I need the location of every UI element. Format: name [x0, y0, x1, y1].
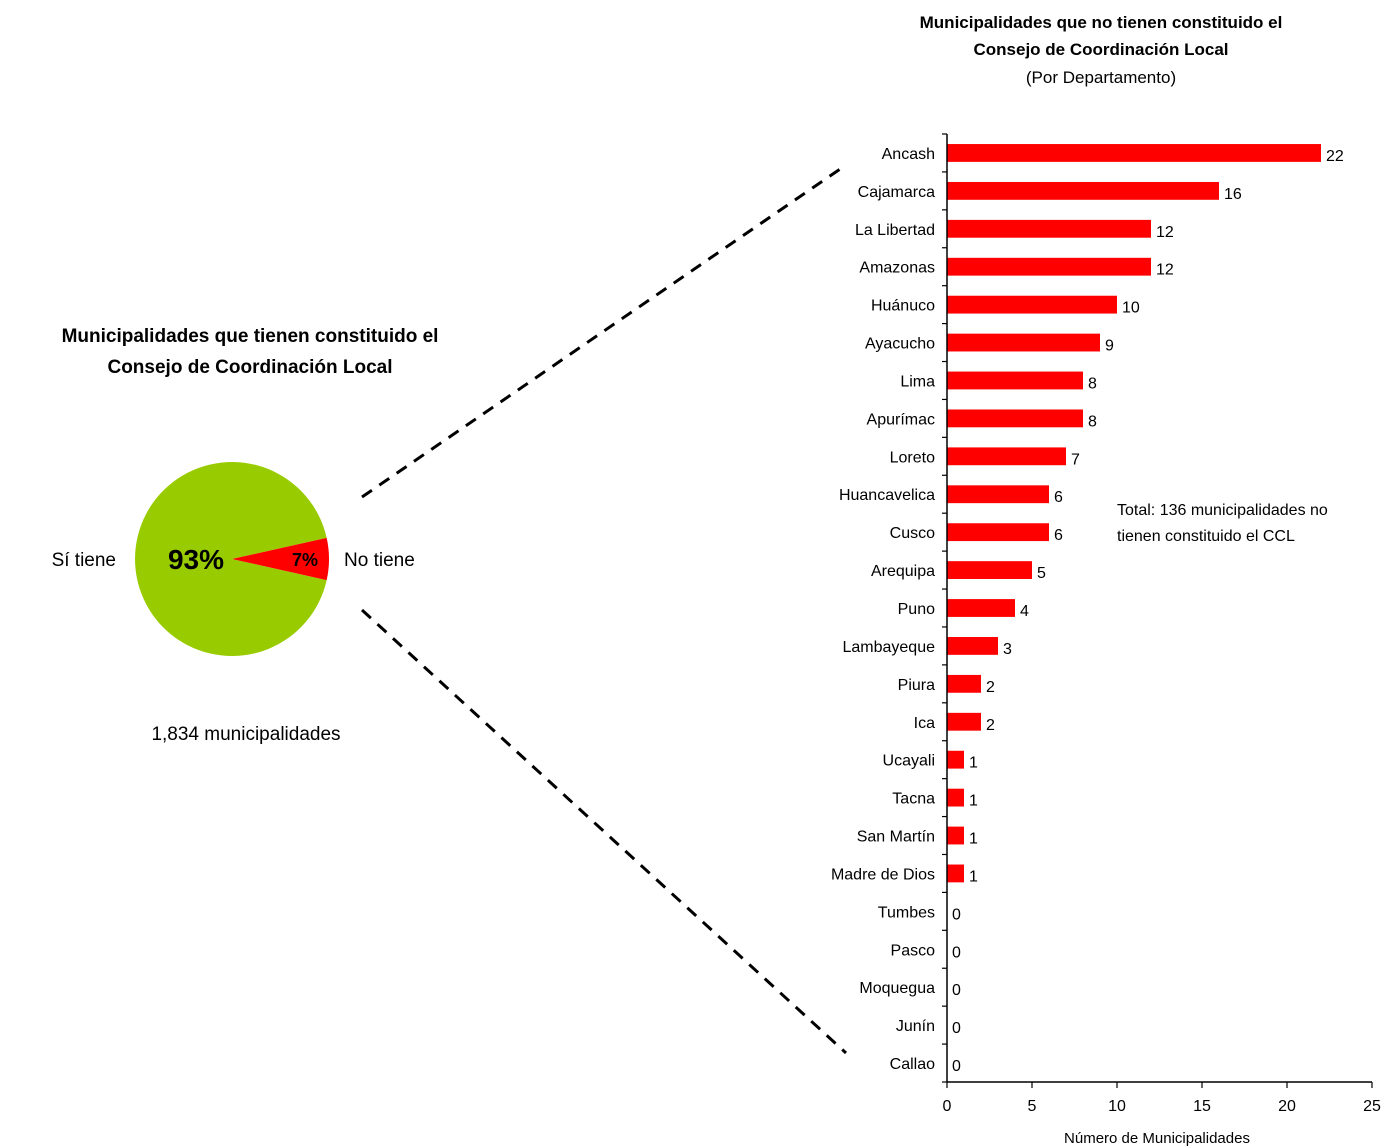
value-label-ancash: 22: [1326, 148, 1344, 165]
value-label-tumbes: 0: [952, 906, 961, 923]
category-label-huancavelica: Huancavelica: [839, 487, 935, 504]
bar-cajamarca: [947, 181, 1219, 200]
bar-title-line-2: Consejo de Coordinación Local: [973, 40, 1228, 59]
bar-amazonas: [947, 257, 1151, 276]
bar-loreto: [947, 447, 1066, 466]
pie-footer-note: 1,834 municipalidades: [151, 724, 340, 745]
value-label-huanuco: 10: [1122, 300, 1140, 317]
pie-chart: Municipalidades que tienen constituido e…: [52, 326, 439, 745]
value-label-callao: 0: [952, 1058, 961, 1075]
pie-category-label-no-tiene: No tiene: [344, 550, 415, 571]
pie-category-label-si-tiene: Sí tiene: [52, 550, 116, 571]
category-label-apurimac: Apurímac: [867, 411, 935, 428]
x-tick-label: 0: [943, 1098, 952, 1115]
category-label-tumbes: Tumbes: [878, 904, 935, 921]
value-label-junin: 0: [952, 1020, 961, 1037]
bar-ucayali: [947, 750, 964, 769]
bar-ancash: [947, 144, 1321, 162]
bar-san-martin: [947, 826, 964, 845]
bar-piura: [947, 674, 981, 693]
x-axis-title: Número de Municipalidades: [1064, 1130, 1250, 1147]
value-label-lima: 8: [1088, 375, 1097, 392]
value-label-ayacucho: 9: [1105, 338, 1114, 355]
x-tick-label: 25: [1363, 1098, 1381, 1115]
category-label-pasco: Pasco: [891, 942, 936, 959]
bar-ica: [947, 712, 981, 731]
value-label-apurimac: 8: [1088, 413, 1097, 430]
bar-huanuco: [947, 295, 1117, 314]
value-label-loreto: 7: [1071, 451, 1080, 468]
value-label-puno: 4: [1020, 603, 1029, 620]
value-label-cusco: 6: [1054, 527, 1063, 544]
pie-slice-no-tiene: [232, 537, 330, 581]
category-label-tacna: Tacna: [892, 791, 935, 808]
category-label-ayacucho: Ayacucho: [865, 336, 935, 353]
pie-title-line-2: Consejo de Coordinación Local: [107, 357, 392, 378]
value-label-arequipa: 5: [1037, 565, 1046, 582]
value-label-ucayali: 1: [969, 755, 978, 772]
value-label-tacna: 1: [969, 793, 978, 810]
pie-slice-si-tiene: [135, 462, 327, 656]
category-label-cajamarca: Cajamarca: [858, 184, 935, 201]
category-label-loreto: Loreto: [890, 449, 935, 466]
annotation-line-1: Total: 136 municipalidades no: [1117, 502, 1328, 519]
category-label-huanuco: Huánuco: [871, 298, 935, 315]
bar-cusco: [947, 523, 1049, 542]
bar-huancavelica: [947, 485, 1049, 504]
category-label-la-libertad: La Libertad: [855, 222, 935, 239]
x-tick-label: 5: [1028, 1098, 1037, 1115]
value-label-la-libertad: 12: [1156, 224, 1174, 241]
x-tick-label: 10: [1108, 1098, 1126, 1115]
x-tick-label: 20: [1278, 1098, 1296, 1115]
bar-subtitle: (Por Departamento): [1026, 68, 1176, 87]
bar-tacna: [947, 788, 964, 807]
category-label-ucayali: Ucayali: [883, 753, 935, 770]
category-label-puno: Puno: [898, 601, 935, 618]
category-label-cusco: Cusco: [890, 525, 935, 542]
category-label-lambayeque: Lambayeque: [842, 639, 935, 656]
bar-puno: [947, 599, 1015, 617]
category-label-piura: Piura: [898, 677, 935, 694]
pie-value-label-si-tiene: 93%: [168, 544, 224, 575]
bar-title-line-1: Municipalidades que no tienen constituid…: [920, 13, 1283, 32]
value-label-huancavelica: 6: [1054, 489, 1063, 506]
value-label-san-martin: 1: [969, 831, 978, 848]
annotation-line-2: tienen constituido el CCL: [1117, 528, 1295, 545]
bar-madre-de-dios: [947, 864, 964, 883]
value-label-piura: 2: [986, 679, 995, 696]
value-label-lambayeque: 3: [1003, 641, 1012, 658]
pie-value-label-no-tiene: 7%: [292, 550, 318, 570]
category-label-junin: Junín: [896, 1018, 935, 1035]
category-label-lima: Lima: [900, 373, 935, 390]
connector-line-bottom: [360, 608, 848, 1055]
x-ticks-layer: 0 5 10 15 20 25: [943, 1082, 1381, 1115]
pie-title-line-1: Municipalidades que tienen constituido e…: [62, 326, 439, 347]
value-label-pasco: 0: [952, 944, 961, 961]
connector-line-top: [361, 163, 847, 499]
category-label-moquegua: Moquegua: [859, 980, 935, 997]
bar-chart: Municipalidades que no tienen constituid…: [831, 13, 1381, 1147]
category-label-madre-de-dios: Madre de Dios: [831, 866, 935, 883]
category-label-ica: Ica: [914, 715, 935, 732]
bar-apurimac: [947, 409, 1083, 428]
category-label-arequipa: Arequipa: [871, 563, 935, 580]
value-label-ica: 2: [986, 717, 995, 734]
x-tick-label: 15: [1193, 1098, 1211, 1115]
category-label-amazonas: Amazonas: [859, 260, 935, 277]
category-label-san-martin: San Martín: [857, 829, 935, 846]
bar-lima: [947, 371, 1083, 390]
value-label-amazonas: 12: [1156, 262, 1174, 279]
category-label-callao: Callao: [890, 1056, 935, 1073]
bar-arequipa: [947, 561, 1032, 579]
bar-lambayeque: [947, 637, 998, 655]
bar-la-libertad: [947, 219, 1151, 238]
value-label-madre-de-dios: 1: [969, 868, 978, 885]
value-label-moquegua: 0: [952, 982, 961, 999]
category-label-ancash: Ancash: [882, 146, 935, 163]
value-label-cajamarca: 16: [1224, 186, 1242, 203]
bar-ayacucho: [947, 333, 1100, 352]
